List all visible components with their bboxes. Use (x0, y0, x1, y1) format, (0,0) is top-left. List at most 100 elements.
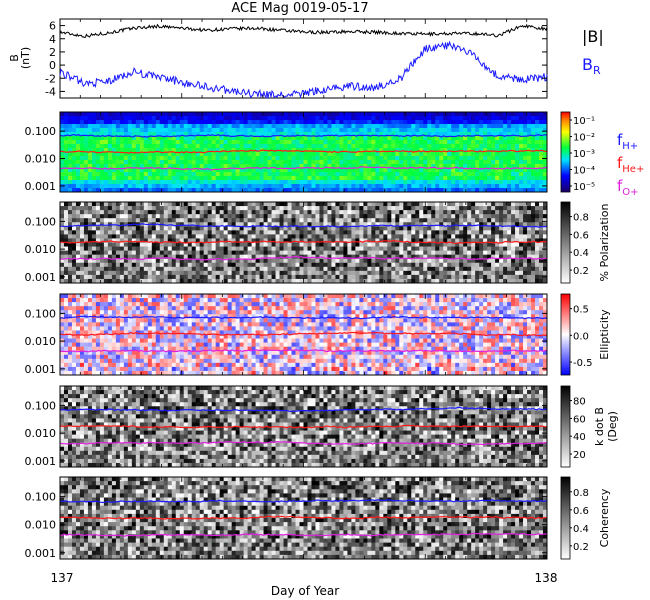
heat-cell (287, 226, 292, 231)
heat-cell (419, 234, 424, 239)
heat-cell (467, 266, 472, 272)
heat-cell (95, 156, 101, 161)
heat-cell (443, 266, 448, 272)
heat-cell (179, 168, 185, 173)
heat-cell (511, 242, 516, 247)
heat-cell (411, 164, 416, 169)
heat-cell (307, 116, 312, 121)
heat-cell (139, 136, 145, 141)
heat-cell (511, 238, 516, 243)
heat-cell (231, 254, 237, 260)
heat-cell (491, 278, 496, 284)
heat-cell (471, 156, 476, 161)
heat-cell (99, 144, 105, 149)
heat-cell (383, 230, 388, 235)
heat-cell (87, 148, 93, 153)
heat-cell (359, 188, 364, 193)
heat-cell (263, 112, 268, 117)
heat-cell (439, 226, 444, 231)
heat-cell (535, 120, 540, 125)
heat-cell (435, 250, 440, 256)
heat-cell (127, 188, 133, 193)
heat-cell (543, 266, 548, 272)
heat-cell (147, 218, 153, 223)
heat-cell (351, 230, 356, 235)
heat-cell (95, 188, 101, 193)
heat-cell (495, 164, 500, 169)
heat-cell (171, 128, 177, 133)
heat-cell (283, 214, 288, 219)
heat-cell (307, 234, 312, 239)
heat-cell (391, 202, 396, 207)
y-tick-label: 6 (49, 20, 56, 33)
heat-cell (187, 270, 193, 276)
heat-cell (223, 230, 229, 235)
heat-cell (331, 258, 336, 264)
heat-cell (339, 278, 344, 284)
heat-cell (411, 226, 416, 231)
heat-cell (347, 254, 352, 260)
heat-cell (143, 168, 149, 173)
heat-cell (191, 234, 197, 239)
heat-cell (515, 188, 520, 193)
heat-cell (87, 172, 93, 177)
heat-cell (263, 132, 268, 137)
heat-cell (327, 136, 332, 141)
heat-cell (191, 184, 197, 189)
heat-cell (463, 210, 468, 215)
heat-cell (391, 258, 396, 264)
heat-cell (343, 112, 348, 117)
heat-cell (315, 234, 320, 239)
heat-cell (235, 262, 241, 268)
heat-cell (263, 274, 268, 280)
heat-cell (91, 148, 97, 153)
heat-cell (323, 180, 328, 185)
heat-cell (371, 144, 376, 149)
heat-cell (451, 168, 456, 173)
heat-cell (367, 184, 372, 189)
heat-cell (491, 112, 496, 117)
heat-cell (543, 188, 548, 193)
heat-cell (187, 124, 193, 129)
heat-cell (67, 160, 73, 165)
heat-cell (83, 270, 89, 276)
heat-cell (215, 238, 221, 243)
heat-cell (267, 184, 272, 189)
heat-cell (451, 148, 456, 153)
heat-cell (143, 160, 149, 165)
heat-cell (455, 214, 460, 219)
heat-cell (119, 188, 125, 193)
heat-cell (119, 270, 125, 276)
colorbar-tick-label: 10⁻⁵ (573, 182, 595, 193)
heat-cell (127, 136, 133, 141)
heat-cell (255, 148, 260, 153)
heat-cell (203, 230, 209, 235)
heat-cell (183, 222, 189, 227)
heat-cell (215, 214, 221, 219)
heat-cell (283, 238, 288, 243)
heat-cell (191, 222, 197, 227)
heat-cell (71, 254, 77, 260)
heat-cell (315, 176, 320, 181)
heat-cell (179, 254, 185, 260)
heat-cell (487, 266, 492, 272)
heat-cell (435, 160, 440, 165)
heat-cell (543, 242, 548, 247)
heat-cell (531, 202, 536, 207)
heat-cell (383, 140, 388, 145)
heat-cell (403, 266, 408, 272)
heat-cell (251, 266, 256, 272)
heat-cell (515, 140, 520, 145)
heat-cell (291, 262, 296, 268)
heat-cell (371, 234, 376, 239)
heat-cell (503, 230, 508, 235)
heat-cell (235, 278, 241, 284)
heat-cell (95, 234, 101, 239)
heat-cell (471, 250, 476, 256)
heat-cell (75, 112, 81, 117)
heat-cell (471, 238, 476, 243)
heat-cell (415, 266, 420, 272)
heat-cell (147, 270, 153, 276)
heat-cell (399, 120, 404, 125)
heat-cell (519, 278, 524, 284)
